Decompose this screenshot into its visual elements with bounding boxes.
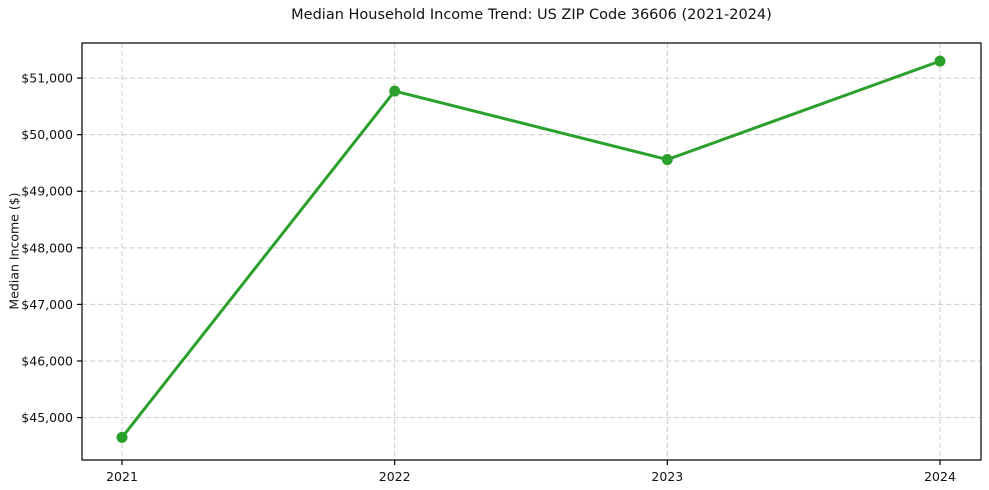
x-tick-label: 2024 (924, 469, 956, 484)
chart-title: Median Household Income Trend: US ZIP Co… (291, 7, 772, 23)
y-tick-label: $48,000 (21, 240, 73, 255)
x-tick-label: 2022 (379, 469, 411, 484)
data-point-marker (389, 85, 401, 97)
plot-border (81, 42, 982, 461)
y-tick-label: $49,000 (21, 184, 73, 199)
y-tick-label: $45,000 (21, 410, 73, 425)
x-tick-label: 2023 (651, 469, 683, 484)
data-point-marker (116, 431, 128, 443)
y-tick-label: $51,000 (21, 71, 73, 86)
y-tick-label: $50,000 (21, 127, 73, 142)
y-tick-label: $46,000 (21, 353, 73, 368)
data-point-marker (934, 55, 946, 67)
y-tick-label: $47,000 (21, 297, 73, 312)
income-trend-line (120, 59, 942, 439)
x-tick-label: 2021 (106, 469, 138, 484)
data-point-marker (661, 154, 673, 166)
